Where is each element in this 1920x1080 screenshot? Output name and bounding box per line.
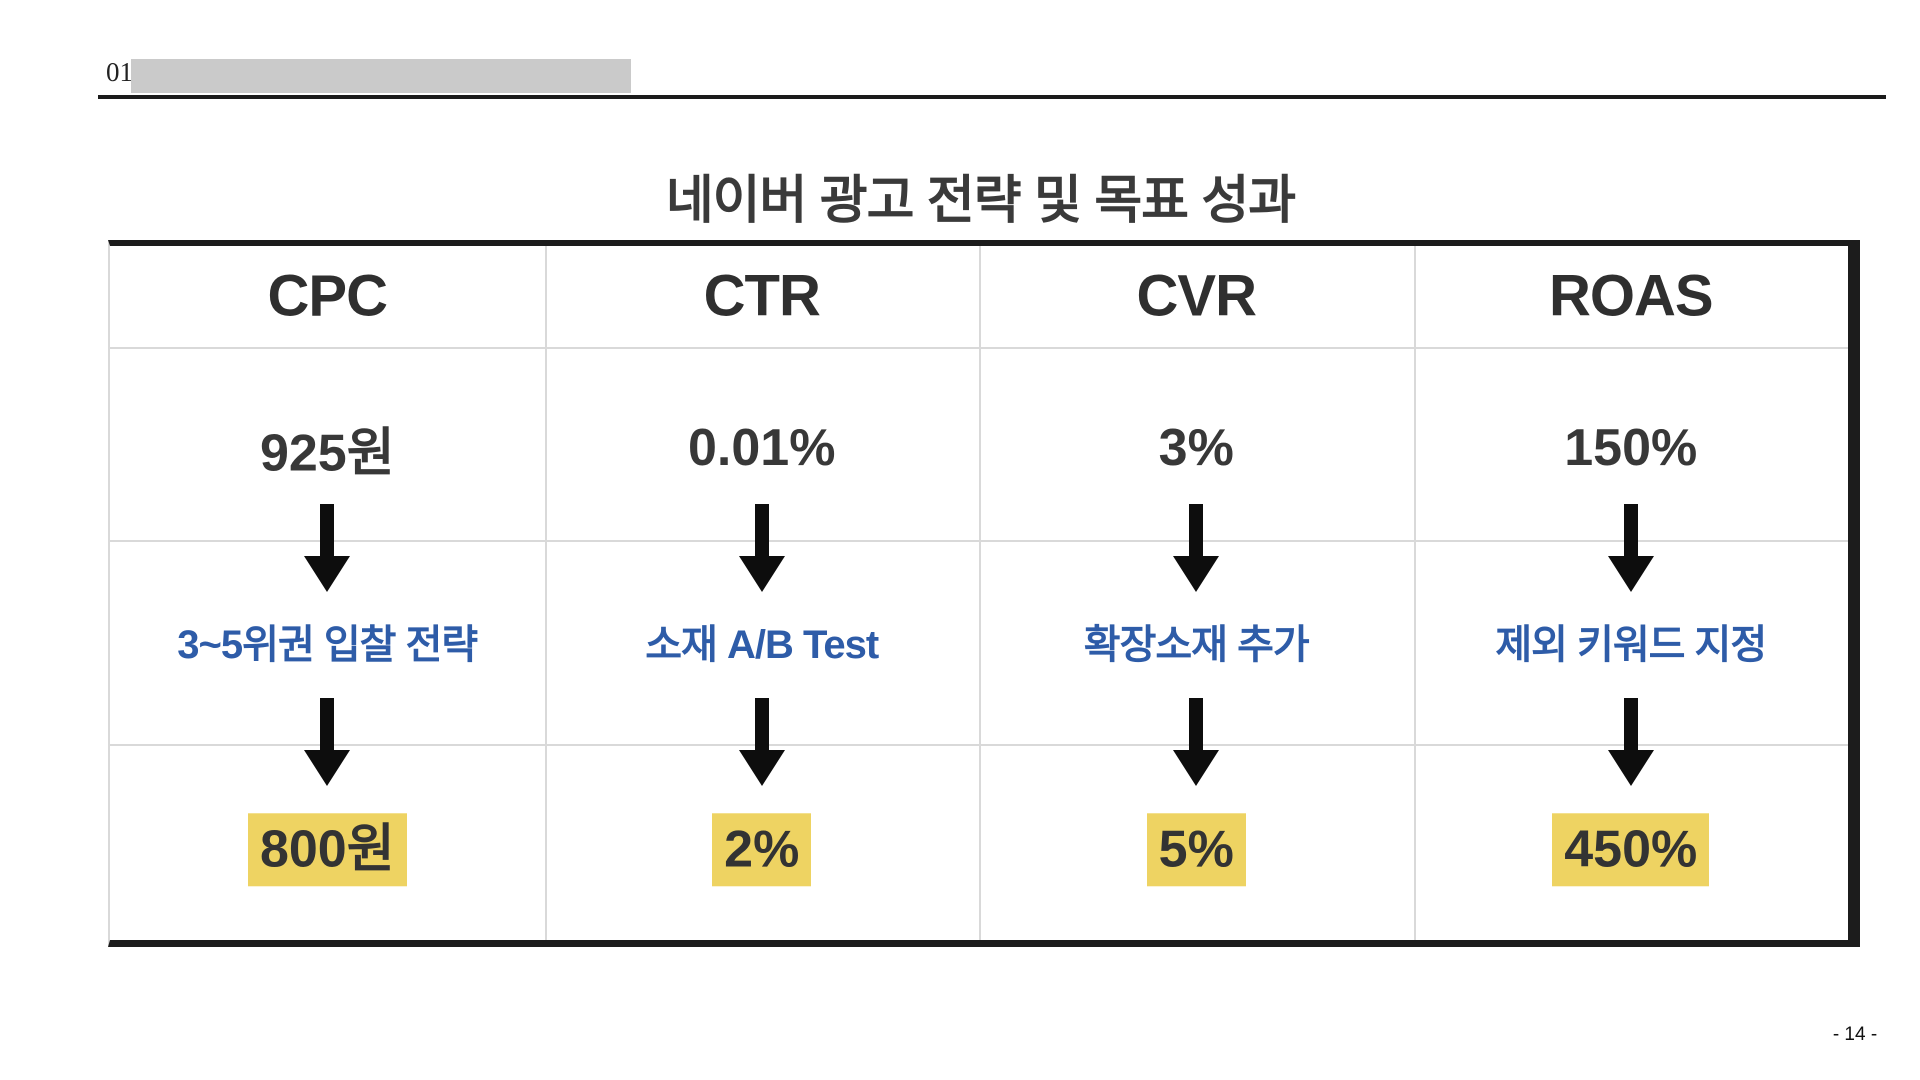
current-value: 150% (1564, 419, 1698, 477)
strategy-label: 확장소재 추가 (1083, 623, 1310, 667)
target-highlight: 2% (712, 813, 812, 887)
down-arrow-icon (1414, 504, 1849, 592)
down-arrow-icon (545, 698, 980, 786)
down-arrow-icon (1414, 698, 1849, 786)
page-number: - 14 - (1832, 1024, 1878, 1045)
kpi-column-cvr: CVR 3% 확장소재 추가 5% (979, 246, 1414, 940)
current-value: 925원 (259, 424, 395, 483)
grid-line (1413, 246, 1416, 940)
target-highlight: 5% (1146, 813, 1246, 887)
kpi-column-cpc: CPC 925원 3~5위권 입찰 전략 800원 (110, 246, 545, 940)
metric-header: CVR (1136, 263, 1257, 329)
target-value: 800원 (110, 813, 545, 887)
strategy-label: 3~5위권 입찰 전략 (177, 623, 478, 667)
section-number: 01 (106, 57, 133, 87)
down-arrow-icon (110, 504, 545, 592)
grid-line (979, 246, 981, 940)
current-value: 3% (1158, 419, 1234, 477)
metric-header: ROAS (1548, 263, 1714, 329)
target-highlight: 800원 (247, 813, 407, 887)
target-value: 5% (979, 813, 1414, 887)
down-arrow-icon (545, 504, 980, 592)
target-value: 2% (545, 813, 980, 887)
down-arrow-icon (979, 504, 1414, 592)
page-title: 네이버 광고 전략 및 목표 성과 (665, 172, 1296, 230)
down-arrow-icon (979, 698, 1414, 786)
header-rule (98, 95, 1886, 99)
kpi-table: CPC 925원 3~5위권 입찰 전략 800원 CTR 0.01% 소재 A… (108, 240, 1860, 947)
metric-header: CTR (703, 263, 821, 329)
grid-line (544, 246, 547, 940)
metric-header: CPC (267, 263, 388, 329)
redacted-title-bar (131, 59, 631, 93)
down-arrow-icon (110, 698, 545, 786)
current-value: 0.01% (688, 419, 836, 477)
kpi-column-roas: ROAS 150% 제외 키워드 지정 450% (1414, 246, 1849, 940)
target-highlight: 450% (1552, 813, 1710, 887)
strategy-label: 제외 키워드 지정 (1495, 623, 1767, 667)
kpi-column-ctr: CTR 0.01% 소재 A/B Test 2% (545, 246, 980, 940)
target-value: 450% (1414, 813, 1849, 887)
strategy-label: 소재 A/B Test (645, 623, 879, 667)
